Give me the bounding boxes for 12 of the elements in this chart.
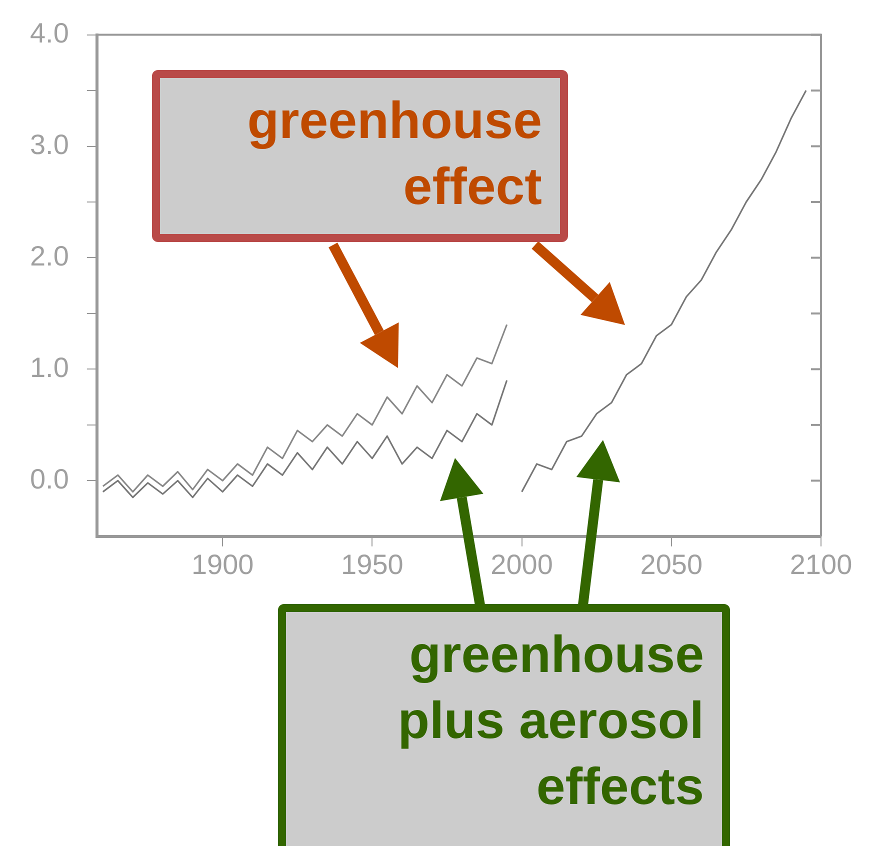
y-tick-label: 2.0 xyxy=(30,240,69,272)
x-tick-label: 1900 xyxy=(191,548,254,580)
y-tick-label: 3.0 xyxy=(30,128,69,160)
x-tick-label: 2050 xyxy=(640,548,703,580)
x-tick-label: 2100 xyxy=(790,548,852,580)
y-tick-label: 4.0 xyxy=(30,18,69,49)
x-tick-label: 1950 xyxy=(341,548,404,580)
y-tick-label: 0.0 xyxy=(30,463,69,494)
text: greenhouse plus aerosol effects xyxy=(278,604,730,846)
x-tick-label: 2000 xyxy=(490,548,553,580)
y-tick-label: 1.0 xyxy=(30,352,69,383)
annotation: greenhouse effect xyxy=(152,70,568,242)
